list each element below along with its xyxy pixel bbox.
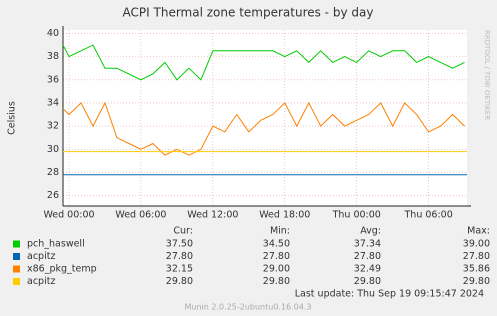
stat-value: 29.80 bbox=[354, 276, 381, 287]
stat-header: Cur: bbox=[173, 226, 193, 237]
stat-value: 32.49 bbox=[354, 264, 381, 275]
legend-swatch bbox=[13, 278, 20, 285]
footer: Munin 2.0.25-2ubuntu0.16.04.3 bbox=[185, 303, 312, 312]
y-axis-label: Celsius bbox=[7, 101, 18, 135]
series-line bbox=[62, 101, 465, 156]
stat-header: Avg: bbox=[360, 226, 381, 237]
stat-value: 29.00 bbox=[263, 264, 290, 275]
x-tick-label: Thu 00:00 bbox=[332, 210, 381, 221]
stat-value: 37.50 bbox=[166, 239, 193, 250]
x-tick-label: Thu 06:00 bbox=[404, 210, 453, 221]
legend-label: x86_pkg_temp bbox=[27, 264, 97, 275]
legend-label: acpitz bbox=[27, 276, 55, 287]
last-update: Last update: Thu Sep 19 09:15:47 2024 bbox=[295, 289, 484, 300]
stat-value: 27.80 bbox=[354, 251, 381, 262]
x-tick-label: Wed 06:00 bbox=[115, 210, 166, 221]
stat-value: 27.80 bbox=[263, 251, 290, 262]
stat-value: 34.50 bbox=[263, 239, 290, 250]
stat-value: 29.80 bbox=[166, 276, 193, 287]
legend-label: acpitz bbox=[27, 251, 55, 262]
stat-value: 27.80 bbox=[463, 251, 490, 262]
stat-value: 29.80 bbox=[263, 276, 290, 287]
y-tick-label: 30 bbox=[47, 144, 59, 155]
y-tick-label: 38 bbox=[47, 51, 59, 62]
legend-swatch bbox=[13, 265, 20, 273]
y-tick-label: 40 bbox=[47, 28, 59, 39]
legend-label: pch_haswell bbox=[27, 239, 85, 250]
side-text: RRDTOOL / TOBI OETIKER bbox=[483, 30, 491, 120]
legend-swatch bbox=[13, 253, 20, 260]
y-tick-label: 32 bbox=[47, 121, 59, 132]
y-tick-label: 34 bbox=[47, 97, 59, 108]
legend-swatch bbox=[13, 240, 20, 248]
stat-value: 35.86 bbox=[463, 264, 490, 275]
y-tick-label: 28 bbox=[47, 167, 59, 178]
stat-value: 32.15 bbox=[166, 264, 193, 275]
x-tick-label: Wed 18:00 bbox=[259, 210, 310, 221]
y-tick-label: 36 bbox=[47, 74, 59, 85]
series-line bbox=[62, 44, 465, 81]
chart-title: ACPI Thermal zone temperatures - by day bbox=[123, 6, 374, 20]
stat-value: 29.80 bbox=[463, 276, 490, 287]
x-tick-label: Wed 00:00 bbox=[43, 210, 94, 221]
x-tick-label: Wed 12:00 bbox=[187, 210, 238, 221]
y-tick-label: 26 bbox=[47, 190, 59, 201]
stat-value: 39.00 bbox=[463, 239, 490, 250]
stat-header: Max: bbox=[467, 226, 490, 237]
stat-header: Min: bbox=[270, 226, 290, 237]
stat-value: 27.80 bbox=[166, 251, 193, 262]
stat-value: 37.34 bbox=[354, 239, 381, 250]
